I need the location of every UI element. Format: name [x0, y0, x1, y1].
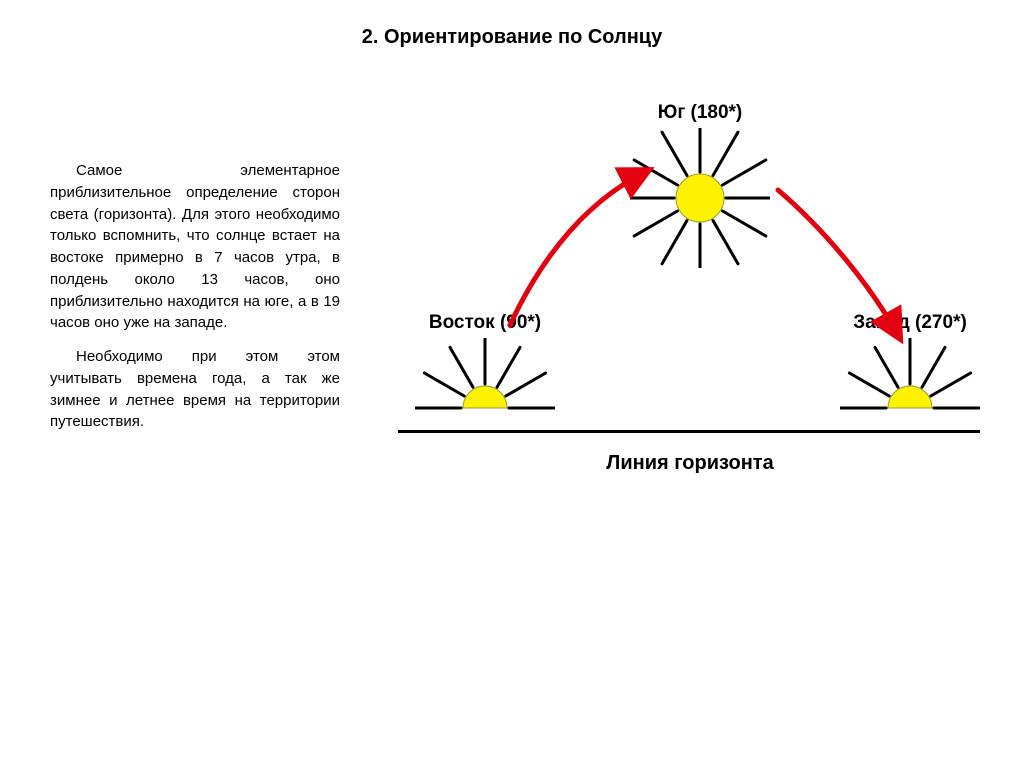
paragraph-1: Самое элементарное приблизительное опред…: [50, 160, 340, 334]
body-text: Самое элементарное приблизительное опред…: [50, 160, 340, 445]
page-title: 2. Ориентирование по Солнцу: [0, 26, 1024, 49]
page: 2. Ориентирование по Солнцу Самое элемен…: [0, 0, 1024, 767]
sun-orientation-diagram: Восток (90*)Юг (180*)Запад (270*)Линия г…: [380, 90, 1000, 610]
paragraph-2: Необходимо при этом этом учитывать време…: [50, 346, 340, 433]
arrow-south-to-west: [380, 90, 1000, 610]
